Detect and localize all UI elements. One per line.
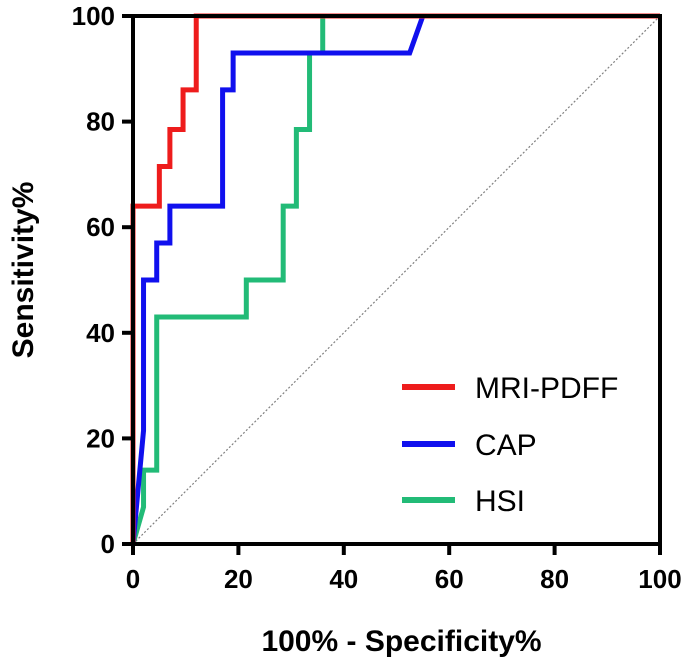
y-tick-label: 100 bbox=[72, 1, 115, 31]
legend-label-cap: CAP bbox=[475, 429, 537, 462]
y-tick-label: 0 bbox=[101, 529, 115, 559]
series-layer bbox=[130, 13, 660, 545]
series-line-mri-pdff bbox=[130, 13, 660, 544]
x-tick-label: 0 bbox=[126, 564, 140, 594]
legend-label-mri-pdff: MRI-PDFF bbox=[475, 372, 618, 405]
x-tick-label: 100 bbox=[638, 564, 681, 594]
y-tick-label: 40 bbox=[86, 318, 115, 348]
x-tick-label: 20 bbox=[224, 564, 253, 594]
axes-layer bbox=[131, 14, 662, 546]
y-tick-label: 60 bbox=[86, 212, 115, 242]
y-tick-label: 80 bbox=[86, 107, 115, 137]
legend: MRI-PDFF CAP HSI bbox=[402, 372, 618, 518]
reference-diagonal-line bbox=[132, 15, 661, 545]
series-line-cap bbox=[130, 13, 660, 545]
x-tick-label: 40 bbox=[329, 564, 358, 594]
reference-layer bbox=[132, 15, 661, 545]
y-tick-label: 20 bbox=[86, 423, 115, 453]
x-tick-label: 80 bbox=[540, 564, 569, 594]
legend-label-hsi: HSI bbox=[475, 485, 525, 518]
ticks-layer: 0 20 40 60 80 100 0 20 40 60 80 100 bbox=[72, 1, 682, 594]
y-axis-title: Sensitivity% bbox=[7, 182, 40, 359]
x-axis-title: 100% - Specificity% bbox=[261, 625, 541, 658]
x-tick-label: 60 bbox=[435, 564, 464, 594]
